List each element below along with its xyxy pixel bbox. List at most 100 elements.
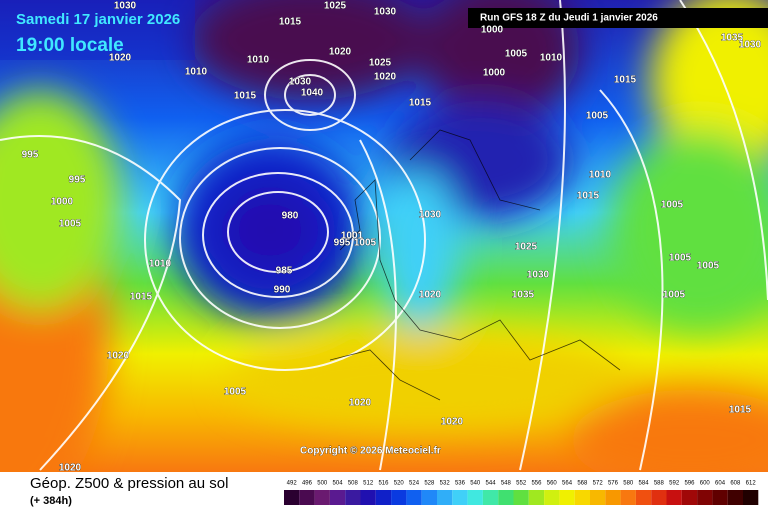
run-banner [468,8,768,28]
colorbar-swatch [452,490,468,505]
isobar-label: 1010 [149,259,172,270]
isobar-label: 1015 [130,292,153,303]
colorbar-label: 584 [639,481,650,487]
colorbar-swatch [284,490,300,505]
colorbar-label: 492 [287,481,298,487]
isobar-label: 1005 [669,253,692,264]
isobar-label: 1005 [505,49,528,60]
isobar-label: 1020 [107,351,130,362]
colorbar-label: 500 [317,481,328,487]
colorbar-label: 572 [593,481,604,487]
colorbar-label: 512 [363,481,374,487]
isobar-label: 1030 [114,1,137,12]
isobar-label: 1005 [59,219,82,230]
isobar-label: 1020 [329,47,352,58]
colorbar-label: 592 [669,481,680,487]
colorbar-label: 600 [700,481,711,487]
isobar-label: 1010 [185,67,208,78]
colorbar-label: 524 [409,481,420,487]
colorbar-label: 596 [684,481,695,487]
isobar-label: 1005 [661,200,684,211]
isobar-label: 1015 [279,17,302,28]
isobar-label: 1020 [441,417,464,428]
date: Samedi 17 janvier 2026 [16,11,180,28]
colorbar-swatch [681,490,698,505]
colorbar-swatch [406,490,422,505]
isobar-label: 1035 [721,33,744,44]
colorbar-swatch [345,490,361,505]
isobar-label: 1020 [419,290,442,301]
colorbar-label: 552 [516,481,527,487]
colorbar-swatch [574,490,590,505]
isobar-label: 1030 [374,7,397,18]
colorbar-swatch [437,490,453,505]
colorbar-swatch [498,490,514,505]
colorbar-swatch [360,490,376,505]
time: 19:00 locale [16,35,124,56]
isobar-label: 1025 [324,1,347,12]
isobar-label: 1000 [483,68,506,79]
isobar-labels: 1030 1020 1010 1010 1015 1025 1030 1020 1025 1020… [21,0,762,474]
colorbar-swatch [528,490,545,505]
colorbar-label: 528 [424,481,435,487]
isobar-label: 995 [22,150,39,161]
isobar-label: 1020 [59,463,82,474]
colorbar-swatch [482,490,499,505]
isobar-label: 1030 [419,210,442,221]
isobar-label: 1000 [481,25,504,36]
colorbar-label: 568 [577,481,588,487]
isobar-label: 1015 [614,75,637,86]
isobar-label: 1005 [586,111,609,122]
footer-title: Géop. Z500 & pression au sol [30,475,228,492]
isobar-label: 1005 [224,387,247,398]
isobar-label: 1000 [51,197,74,208]
colorbar-label: 520 [394,481,405,487]
isobar-label: 1025 [515,242,538,253]
colorbar-label: 548 [501,481,512,487]
colorbar-swatch [635,490,652,505]
colorbar-swatch [375,490,392,505]
isobar-label: 1030 [739,40,762,51]
colorbar-swatch [314,490,330,505]
colorbar-label: 608 [730,481,741,487]
footer-lead: (+ 384h) [30,495,72,507]
colorbar-label: 576 [608,481,619,487]
colorbar-label: 564 [562,481,573,487]
colorbar-label: 556 [531,481,542,487]
colorbar-label: 588 [654,481,665,487]
isobar-label: 1005 [663,290,686,301]
colorbar-swatch [727,490,743,505]
colorbar: 492 496 500 504 508 512 516 520 524 528 532 536 540 5… [284,481,759,505]
isobar-label: 1030 [527,270,550,281]
colorbar-swatch [712,490,728,505]
isobar-label: 1005 [697,261,720,272]
isobar-label: 1030 [289,77,312,88]
colorbar-label: 536 [455,481,466,487]
isobar-label: 1015 [577,191,600,202]
colorbar-swatch [299,490,315,505]
isobar-label: 1015 [234,91,257,102]
isobar-label: 990 [274,285,291,296]
colorbar-swatch [697,490,713,505]
colorbar-swatch [743,490,759,505]
colorbar-swatch [651,490,667,505]
isobar-label: 985 [276,266,293,277]
colorbar-label: 612 [746,481,757,487]
colorbar-label: 504 [333,481,344,487]
colorbar-swatch [513,490,529,505]
colorbar-label: 580 [623,481,634,487]
colorbar-label: 604 [715,481,726,487]
colorbar-swatch [666,490,682,505]
colorbar-swatch [391,490,407,505]
isobar-label: 1020 [374,72,397,83]
colorbar-swatch [620,490,636,505]
isobar-label: 1040 [301,88,324,99]
isobar-label: 1020 [349,398,372,409]
colorbar-label: 496 [302,481,313,487]
colorbar-swatch [590,490,606,505]
isobar-label: 995 [334,238,351,249]
isobar-label: 1001 [341,231,364,242]
isobar-label: 1020 [109,53,132,64]
